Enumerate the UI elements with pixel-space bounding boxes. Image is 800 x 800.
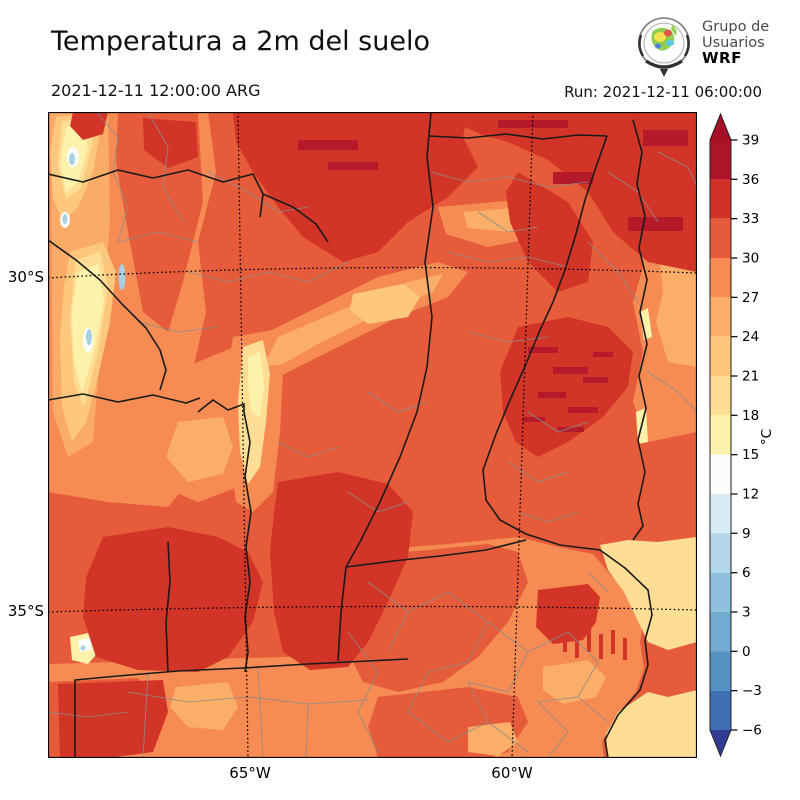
temperature-map <box>48 112 697 758</box>
colorbar-segments <box>710 140 731 730</box>
svg-text:39: 39 <box>742 133 759 149</box>
colorbar-over-arrow <box>710 114 731 140</box>
svg-text:0: 0 <box>742 644 751 660</box>
svg-text:9: 9 <box>742 526 751 542</box>
run-time-label: Run: 2021-12-11 06:00:00 <box>564 83 762 101</box>
colorbar-unit-label: °C <box>759 429 775 445</box>
map-frame <box>48 112 697 758</box>
logo-text: Grupo de Usuarios WRF <box>702 19 770 67</box>
logo-text-line1: Grupo de <box>702 19 770 35</box>
logo-map-blob <box>651 25 677 51</box>
colorbar-tick-marks <box>731 139 738 731</box>
svg-text:21: 21 <box>742 369 759 385</box>
svg-text:24: 24 <box>742 329 759 345</box>
logo-text-line3: WRF <box>702 49 742 67</box>
svg-text:15: 15 <box>742 447 759 463</box>
graticule-lines <box>48 112 697 758</box>
meridian-65w <box>237 112 249 758</box>
svg-text:−6: −6 <box>742 723 762 739</box>
svg-text:27: 27 <box>742 290 759 306</box>
xtick-60w: 60°W <box>491 764 533 782</box>
svg-text:−3: −3 <box>742 683 762 699</box>
ytick-30s: 30°S <box>7 268 44 286</box>
colorbar-under-arrow <box>710 730 731 756</box>
svg-text:6: 6 <box>742 565 751 581</box>
logo-text-line2: Usuarios <box>702 34 765 51</box>
svg-text:18: 18 <box>742 408 759 424</box>
colorbar-tick-labels: 39 36 33 30 27 24 21 18 15 12 9 6 3 0 −3… <box>742 133 762 739</box>
colorbar: 39 36 33 30 27 24 21 18 15 12 9 6 3 0 −3… <box>709 112 775 758</box>
svg-text:3: 3 <box>742 605 751 621</box>
region-6-9-cold-spots <box>62 153 126 651</box>
svg-text:33: 33 <box>742 211 759 227</box>
ytick-35s: 35°S <box>7 602 44 620</box>
map-area <box>48 112 697 758</box>
svg-text:12: 12 <box>742 487 759 503</box>
province-borders <box>48 112 653 758</box>
xtick-65w: 65°W <box>229 764 271 782</box>
meridian-60w <box>511 112 534 758</box>
valid-time-label: 2021-12-11 12:00:00 ARG <box>51 81 261 100</box>
wrf-logo-icon <box>638 17 690 77</box>
svg-text:30: 30 <box>742 251 759 267</box>
page-title: Temperatura a 2m del suelo <box>51 26 430 57</box>
svg-text:36: 36 <box>742 172 759 188</box>
